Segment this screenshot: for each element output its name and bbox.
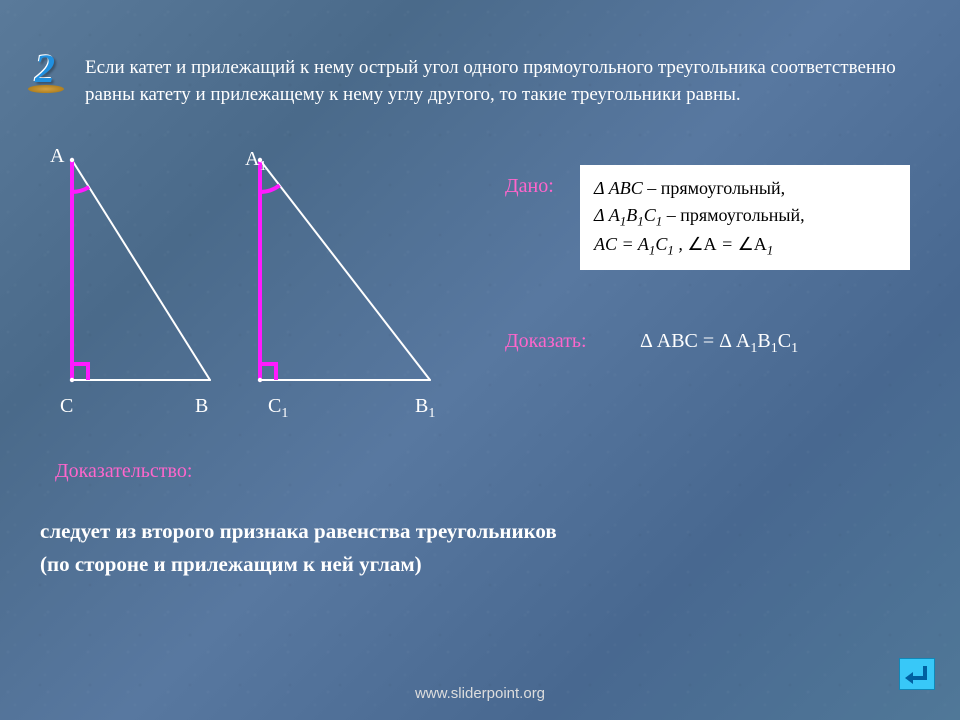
vertex-label-C: C — [60, 395, 73, 418]
given-angle-A1: ∠A — [738, 231, 767, 258]
vertex-label-B: B — [195, 395, 208, 418]
vertex-A1-sub: 1 — [259, 159, 266, 174]
given-l2-mid2: C — [644, 205, 656, 225]
vertex-label-C1: C1 — [268, 395, 288, 422]
given-line-1: Δ ABC – прямоугольный, — [594, 175, 896, 202]
vertex-C1-sub: 1 — [281, 406, 288, 421]
prove-mid2: C — [778, 330, 791, 352]
given-angle-A: ∠A — [687, 231, 716, 258]
vertex-A1-letter: A — [245, 148, 259, 170]
given-line-2: Δ A1B1C1 – прямоугольный, — [594, 202, 896, 231]
proof-label: Доказательство: — [55, 460, 192, 483]
given-l2-post: – прямоугольный, — [662, 205, 804, 225]
given-l2-mid: B — [626, 205, 637, 225]
return-button[interactable] — [899, 658, 935, 690]
prove-pre: Δ ABC = Δ A — [640, 330, 750, 352]
given-label: Дано: — [505, 175, 554, 198]
vertex-B1-letter: B — [415, 395, 428, 417]
triangles-diagram — [0, 0, 470, 420]
given-l3-eq: = — [716, 234, 737, 254]
vertex-label-A: A — [50, 145, 64, 168]
proof-text: следует из второго признака равенства тр… — [40, 515, 557, 580]
vertex-C1-letter: C — [268, 395, 281, 417]
proof-line-1: следует из второго признака равенства тр… — [40, 515, 557, 548]
given-line-3: AC = A1C1 , ∠A = ∠A1 — [594, 231, 896, 260]
given-l3-mid: C — [655, 234, 667, 254]
given-l3-pre: AC = A — [594, 234, 649, 254]
given-l3-post: , — [674, 234, 688, 254]
prove-label: Доказать: — [505, 330, 587, 353]
footer-url: www.sliderpoint.org — [0, 685, 960, 702]
given-l1-post: прямоугольный, — [661, 178, 785, 198]
vertex-label-B1: B1 — [415, 395, 435, 422]
proof-line-2: (по стороне и прилежащим к ней углам) — [40, 548, 557, 581]
prove-mid: B — [757, 330, 770, 352]
given-box: Δ ABC – прямоугольный, Δ A1B1C1 – прямоу… — [580, 165, 910, 270]
vertex-B1-sub: 1 — [428, 406, 435, 421]
given-l1-pre: Δ ABC – — [594, 178, 661, 198]
vertex-label-A1: A1 — [245, 148, 266, 175]
prove-statement: Δ ABC = Δ A1B1C1 — [640, 330, 798, 357]
given-l2-pre: Δ A — [594, 205, 620, 225]
return-icon — [903, 662, 931, 686]
